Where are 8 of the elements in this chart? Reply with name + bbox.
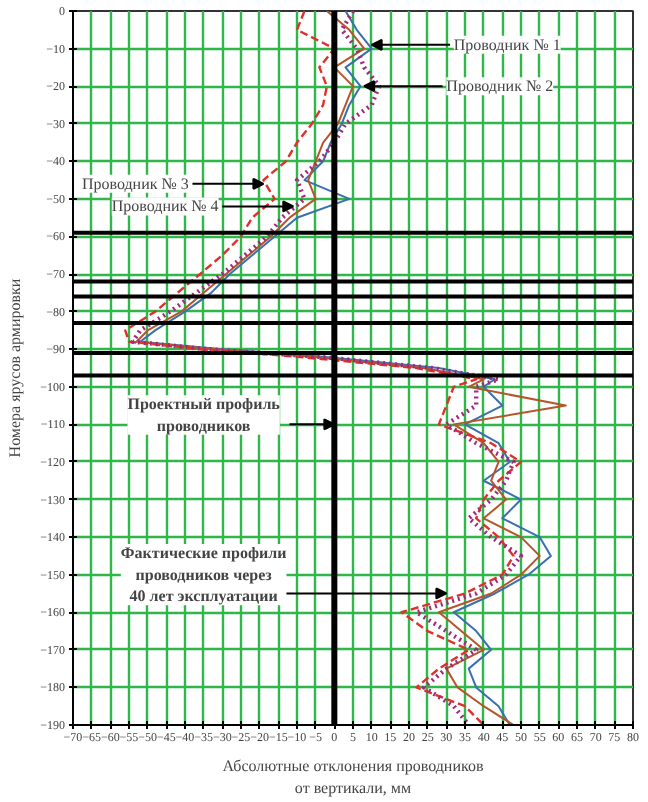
annotation: Проводник № 4 — [111, 197, 219, 216]
annotation: Фактические профили проводников через 40 лет эксплуатации — [120, 544, 288, 606]
annotation: Проводник № 1 — [453, 35, 561, 54]
annotation: Проводник № 3 — [81, 174, 189, 193]
annotation: Проектный профиль проводников — [127, 395, 282, 435]
annotation: Проводник № 2 — [446, 77, 554, 96]
y-axis-title: Номера ярусов армировки — [6, 277, 25, 458]
x-axis-title: Абсолютные отклонения проводников от вертикали, мм — [222, 757, 484, 797]
